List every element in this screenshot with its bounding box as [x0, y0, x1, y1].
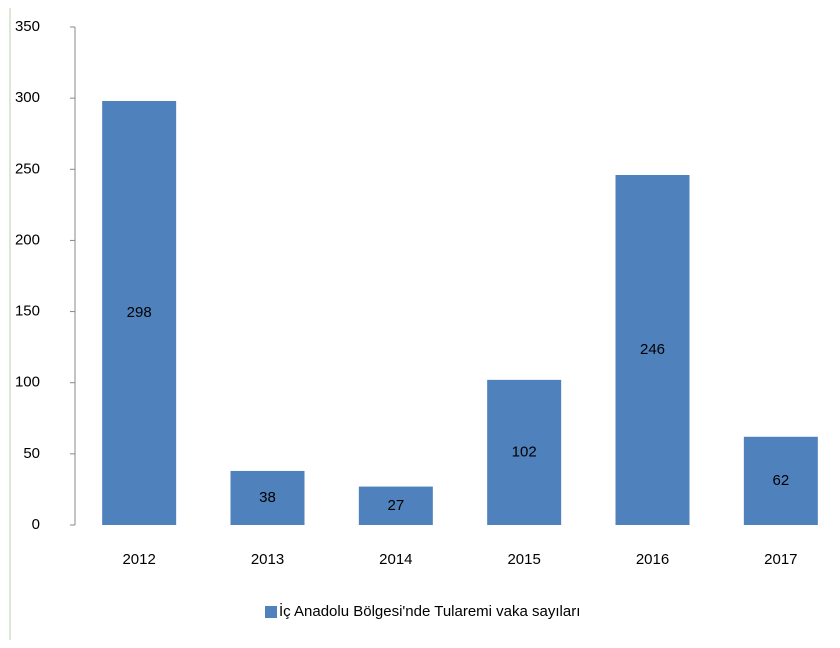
y-tick-label: 100 — [15, 374, 40, 391]
x-tick-label: 2013 — [251, 551, 284, 568]
y-tick-label: 0 — [32, 516, 40, 533]
data-label: 246 — [640, 341, 665, 358]
data-label: 38 — [259, 489, 276, 506]
data-label: 27 — [387, 497, 404, 514]
x-tick-label: 2012 — [122, 551, 155, 568]
y-tick-label: 300 — [15, 89, 40, 106]
data-label: 62 — [772, 472, 789, 489]
x-tick-label: 2014 — [379, 551, 412, 568]
bar — [230, 470, 305, 525]
legend-label: İç Anadolu Bölgesi'nde Tularemi vaka say… — [279, 602, 580, 620]
x-tick-label: 2015 — [507, 551, 540, 568]
y-tick-label: 50 — [23, 445, 40, 462]
bar — [615, 174, 690, 525]
x-tick-label: 2017 — [764, 551, 797, 568]
data-label: 102 — [512, 443, 537, 460]
bar — [102, 100, 177, 525]
y-tick-label: 350 — [15, 18, 40, 35]
data-label: 298 — [127, 304, 152, 321]
x-tick-label: 2016 — [636, 551, 669, 568]
bar — [743, 436, 818, 525]
bar — [487, 379, 562, 525]
y-tick-label: 200 — [15, 231, 40, 248]
y-tick-label: 250 — [15, 160, 40, 177]
y-tick-label: 150 — [15, 303, 40, 320]
legend-swatch — [265, 606, 277, 618]
bar — [358, 486, 433, 525]
